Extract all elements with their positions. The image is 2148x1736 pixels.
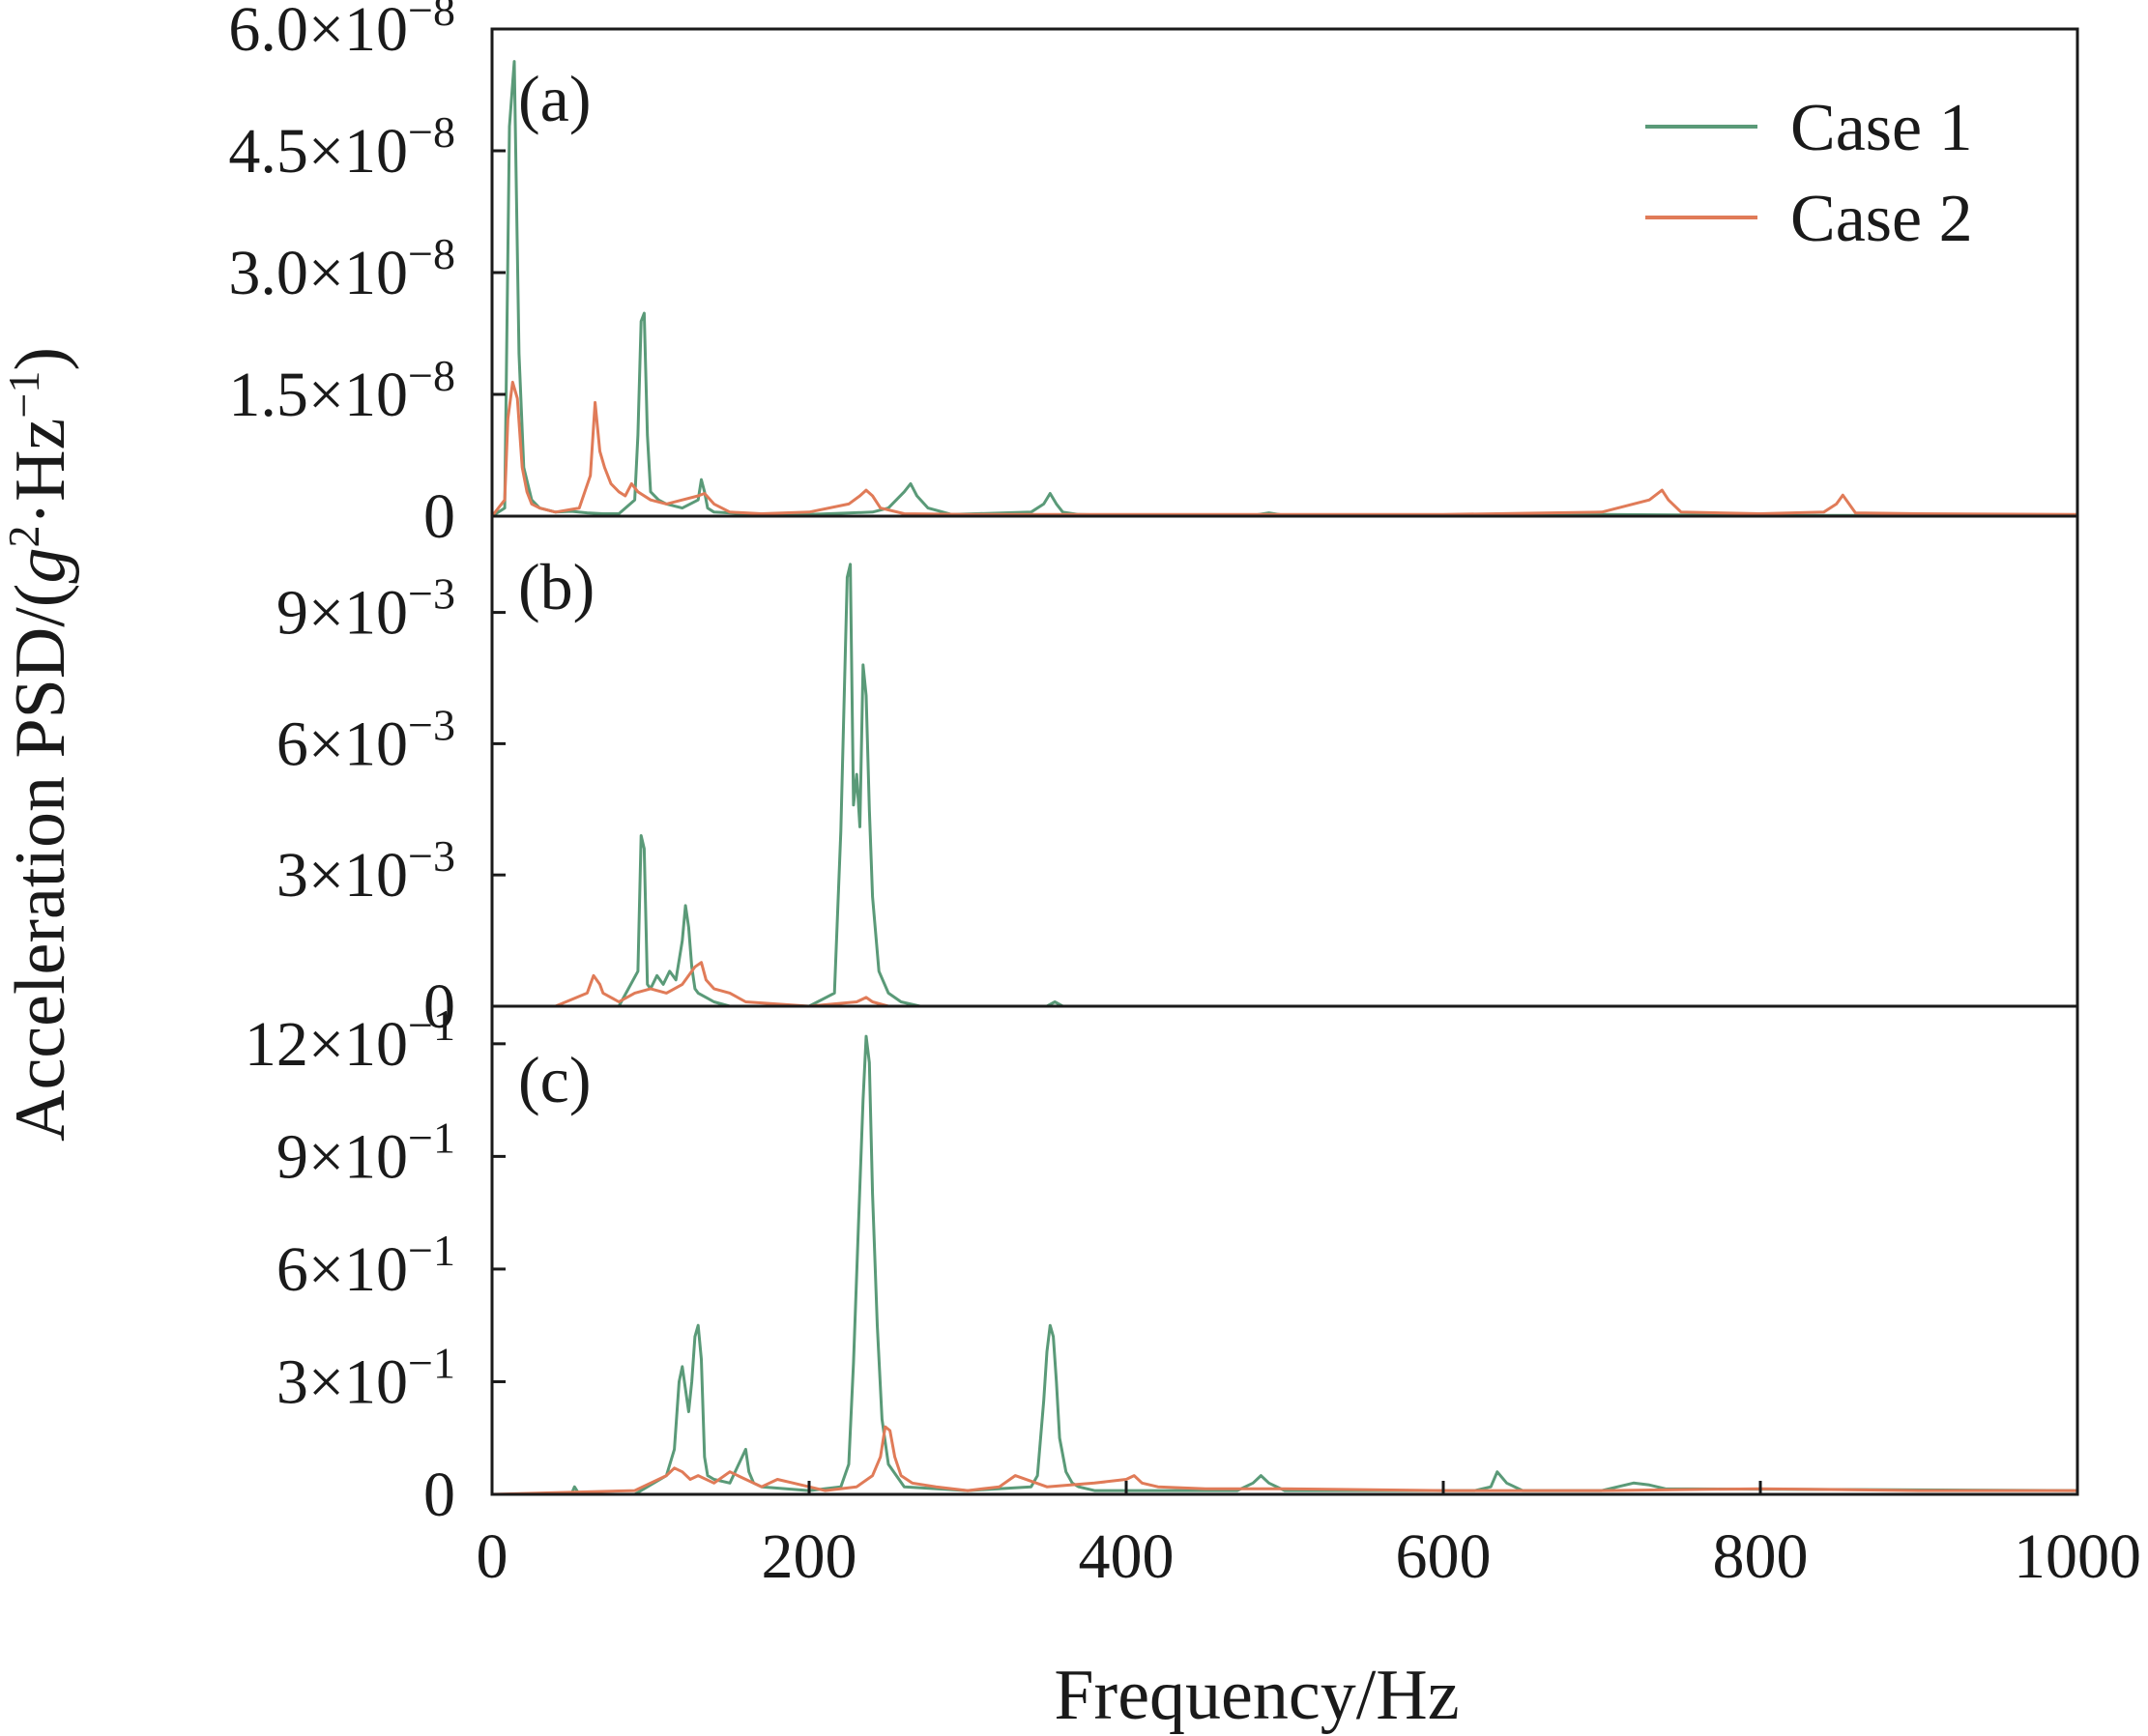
panel-a-series-case2 — [490, 380, 2079, 518]
panel-c-series — [490, 1034, 2079, 1496]
panel-c-y-ticks: 03×10−16×10−19×10−112×10−1 — [245, 1000, 506, 1530]
panel-c-ytick-label: 9×10−1 — [276, 1113, 455, 1192]
panel-a-ytick-label: 3.0×10−8 — [228, 229, 455, 308]
panel-c-series-case1 — [490, 1034, 2079, 1496]
x-axis-ticks: 0 200 400 600 800 1000 — [477, 1481, 2141, 1592]
ytick-mantissa: 0 — [423, 1460, 455, 1530]
panel-b-y-ticks: 03×10−36×10−39×10−3 — [276, 569, 506, 1042]
xtick-label: 200 — [762, 1521, 857, 1592]
ytick-mantissa: 6×10 — [276, 709, 408, 779]
ytick-exponent: −8 — [408, 107, 455, 157]
ytick-mantissa: 6×10 — [276, 1234, 408, 1305]
panel-a-ytick-label: 0 — [423, 481, 455, 552]
panel-c-frame — [490, 1004, 2079, 1496]
panel-a-label: (a) — [518, 62, 591, 135]
ytick-mantissa: 1.5×10 — [228, 360, 408, 430]
ytick-exponent: −1 — [408, 1226, 455, 1275]
y-axis-title-hz: ·Hz — [1, 419, 80, 526]
ytick-mantissa: 4.5×10 — [228, 116, 408, 187]
panel-a-ytick-label: 1.5×10−8 — [228, 351, 455, 430]
panel-b-series — [490, 563, 2079, 1008]
panel-a-y-ticks: 01.5×10−83.0×10−84.5×10−86.0×10−8 — [228, 0, 506, 552]
panel-c-ytick-label: 0 — [423, 1460, 455, 1530]
panel-c-ytick-label: 3×10−1 — [276, 1338, 455, 1417]
ytick-mantissa: 3×10 — [276, 840, 408, 911]
panel-b-frame — [490, 514, 2079, 1008]
xtick-label: 600 — [1396, 1521, 1492, 1592]
ytick-mantissa: 9×10 — [276, 1121, 408, 1192]
panel-b-ytick-label: 0 — [423, 971, 455, 1042]
xtick-label: 800 — [1713, 1521, 1809, 1592]
ytick-exponent: −3 — [408, 700, 455, 749]
legend-case1-label: Case 1 — [1790, 91, 1973, 165]
panel-b-series-case2 — [490, 961, 2079, 1008]
ytick-mantissa: 0 — [423, 971, 455, 1042]
x-axis-title: Frequency/Hz — [1054, 1656, 1459, 1735]
panel-b: 03×10−36×10−39×10−3 (b) — [276, 514, 2079, 1042]
y-axis-title-g-exp: 2 — [0, 526, 48, 548]
panel-c: 03×10−16×10−19×10−112×10−1 0 200 400 600 800… — [245, 1000, 2141, 1592]
panel-c-label: (c) — [518, 1043, 591, 1116]
panel-b-ytick-label: 3×10−3 — [276, 831, 455, 911]
ytick-mantissa: 12×10 — [245, 1009, 408, 1080]
legend-case2-label: Case 2 — [1790, 182, 1973, 256]
panel-c-series-case2 — [490, 1425, 2079, 1496]
panel-c-ytick-label: 12×10−1 — [245, 1000, 455, 1080]
xtick-label: 0 — [477, 1521, 508, 1592]
xtick-label: 400 — [1079, 1521, 1175, 1592]
ytick-exponent: −1 — [408, 1113, 455, 1162]
ytick-exponent: −1 — [408, 1338, 455, 1387]
xtick-label: 1000 — [2014, 1521, 2141, 1592]
legend: Case 1 Case 2 — [1645, 91, 1973, 256]
panel-b-ytick-label: 6×10−3 — [276, 700, 455, 779]
ytick-mantissa: 6.0×10 — [228, 0, 408, 65]
y-axis-title-g: g — [1, 548, 80, 584]
ytick-exponent: −3 — [408, 569, 455, 619]
panel-b-ytick-label: 9×10−3 — [276, 569, 455, 649]
ytick-exponent: −8 — [408, 0, 455, 35]
ytick-exponent: −8 — [408, 351, 455, 400]
ytick-exponent: −3 — [408, 831, 455, 881]
panel-b-label: (b) — [518, 550, 595, 623]
ytick-mantissa: 0 — [423, 481, 455, 552]
y-axis-title-hz-exp: −1 — [0, 371, 48, 419]
y-axis-title-prefix: Acceleration PSD/( — [1, 584, 80, 1142]
ytick-mantissa: 9×10 — [276, 578, 408, 649]
ytick-mantissa: 3.0×10 — [228, 238, 408, 308]
panel-a-ytick-label: 6.0×10−8 — [228, 0, 455, 65]
panel-c-ytick-label: 6×10−1 — [276, 1226, 455, 1305]
y-axis-title: Acceleration PSD/(g2·Hz−1) — [0, 347, 80, 1142]
ytick-mantissa: 3×10 — [276, 1346, 408, 1417]
panel-a-ytick-label: 4.5×10−8 — [228, 107, 455, 187]
panel-b-series-case1 — [490, 563, 2079, 1008]
y-axis-title-suffix: ) — [1, 347, 80, 371]
ytick-exponent: −8 — [408, 229, 455, 278]
ytick-exponent: −1 — [408, 1000, 455, 1050]
panel-a: 01.5×10−83.0×10−84.5×10−86.0×10−8 (a) Ca… — [228, 0, 2079, 552]
